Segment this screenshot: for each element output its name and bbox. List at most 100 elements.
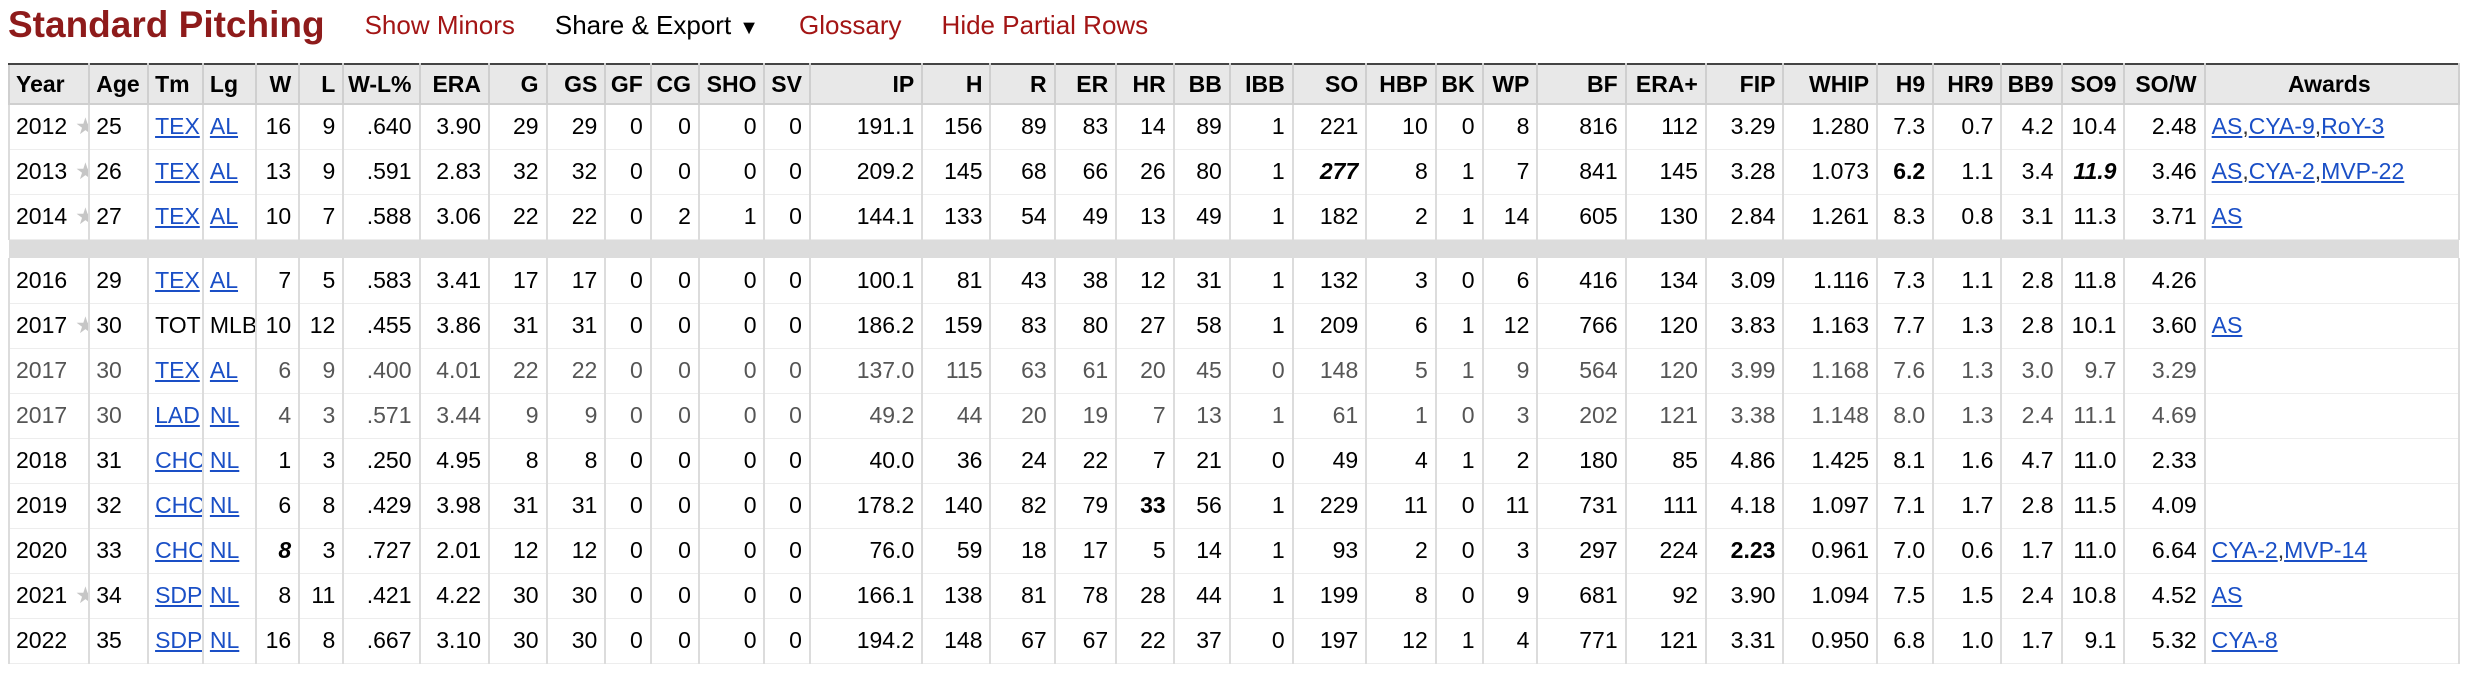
- column-header-so[interactable]: SO: [1291, 63, 1368, 105]
- column-header-awards[interactable]: Awards: [2203, 63, 2461, 105]
- team-link[interactable]: LAD: [155, 402, 200, 428]
- column-header-hbp[interactable]: HBP: [1365, 63, 1437, 105]
- cell-w: 1: [256, 438, 301, 484]
- column-header-era[interactable]: ERA: [418, 63, 491, 105]
- league-link[interactable]: NL: [209, 492, 240, 518]
- column-header-fip[interactable]: FIP: [1704, 63, 1785, 105]
- cell-w-l-pct: .640: [343, 104, 421, 150]
- cell-cg: 0: [650, 483, 700, 529]
- cell-sho: 0: [698, 149, 766, 195]
- league-link[interactable]: NL: [209, 447, 240, 473]
- column-header-so-per-w[interactable]: SO/W: [2123, 63, 2206, 105]
- share-export-menu[interactable]: Share & Export ▼: [555, 10, 759, 41]
- share-export-label[interactable]: Share & Export: [554, 9, 732, 40]
- cell-hbp: 8: [1366, 149, 1437, 195]
- award-link[interactable]: CYA-2: [2211, 537, 2278, 563]
- column-header-gs[interactable]: GS: [545, 63, 607, 105]
- column-header-r[interactable]: R: [989, 63, 1056, 105]
- cell-so: 132: [1292, 258, 1368, 304]
- award-link[interactable]: RoY-3: [2321, 113, 2385, 140]
- award-link[interactable]: MVP-14: [2284, 537, 2368, 563]
- column-header-h[interactable]: H: [921, 63, 992, 105]
- team-link[interactable]: TEX: [155, 113, 200, 140]
- league-link[interactable]: AL: [209, 113, 239, 140]
- award-link[interactable]: CYA-9: [2248, 113, 2315, 140]
- column-header-era-plus[interactable]: ERA+: [1624, 63, 1707, 105]
- award-link[interactable]: AS: [2211, 158, 2243, 184]
- award-link[interactable]: AS: [2211, 582, 2243, 608]
- cell-lg: NL: [202, 483, 258, 529]
- team-link[interactable]: CHC: [155, 447, 203, 473]
- cell-r: 83: [990, 303, 1056, 349]
- column-header-whip[interactable]: WHIP: [1782, 63, 1879, 105]
- column-header-bb9[interactable]: BB9: [2000, 63, 2063, 105]
- column-header-w-l-pct[interactable]: W-L%: [342, 63, 421, 105]
- cell-era: 3.44: [419, 393, 491, 439]
- column-header-year[interactable]: Year: [7, 63, 91, 105]
- team-link[interactable]: TEX: [155, 266, 200, 293]
- column-header-sho[interactable]: SHO: [697, 63, 766, 105]
- league-link[interactable]: AL: [209, 266, 239, 293]
- column-header-bb[interactable]: BB: [1172, 63, 1231, 105]
- column-header-gf[interactable]: GF: [604, 63, 652, 105]
- hide-partial-rows-link[interactable]: Hide Partial Rows: [941, 9, 1149, 40]
- award-link[interactable]: MVP-22: [2321, 158, 2405, 184]
- league-link[interactable]: AL: [209, 158, 239, 184]
- column-header-l[interactable]: L: [298, 63, 345, 105]
- award-link[interactable]: AS: [2211, 203, 2243, 229]
- cell-so9: 11.9: [2061, 149, 2126, 195]
- team-link[interactable]: SDP: [155, 582, 203, 608]
- column-header-cg[interactable]: CG: [649, 63, 700, 105]
- cell-age: 27: [89, 194, 150, 240]
- column-header-h9[interactable]: H9: [1876, 63, 1935, 105]
- cell-w-l-pct: .588: [343, 194, 421, 240]
- cell-hr: 13: [1116, 194, 1175, 240]
- league-link[interactable]: AL: [209, 357, 239, 383]
- cell-bf: 297: [1537, 528, 1627, 574]
- cell-fip: 3.09: [1705, 258, 1785, 304]
- column-header-ip[interactable]: IP: [808, 63, 924, 105]
- league-link[interactable]: NL: [209, 537, 240, 563]
- glossary-link[interactable]: Glossary: [798, 9, 902, 40]
- league-link[interactable]: NL: [209, 582, 240, 608]
- league-link[interactable]: AL: [209, 203, 239, 229]
- league-link[interactable]: NL: [209, 402, 240, 428]
- cell-sv: 0: [764, 194, 811, 240]
- chevron-down-icon[interactable]: ▼: [739, 16, 759, 39]
- award-link[interactable]: CYA-8: [2211, 627, 2278, 653]
- award-link[interactable]: AS: [2211, 312, 2243, 338]
- column-header-bf[interactable]: BF: [1536, 63, 1627, 105]
- column-header-wp[interactable]: WP: [1481, 63, 1539, 105]
- team-link[interactable]: TEX: [155, 203, 200, 229]
- column-header-hr[interactable]: HR: [1115, 63, 1175, 105]
- cell-er: 66: [1054, 149, 1118, 195]
- column-header-hr9[interactable]: HR9: [1932, 63, 2003, 105]
- team-link[interactable]: CHC: [155, 492, 203, 518]
- column-header-ibb[interactable]: IBB: [1228, 63, 1294, 105]
- award-link[interactable]: CYA-2: [2248, 158, 2315, 184]
- cell-tm: TEX: [148, 258, 204, 304]
- column-header-tm[interactable]: Tm: [147, 63, 204, 105]
- column-header-bk[interactable]: BK: [1434, 63, 1484, 105]
- award-link[interactable]: AS: [2211, 113, 2243, 140]
- cell-wp: 11: [1482, 483, 1539, 529]
- column-header-so9[interactable]: SO9: [2060, 63, 2126, 105]
- cell-so-per-w: 2.48: [2124, 104, 2206, 150]
- column-header-lg[interactable]: Lg: [201, 63, 258, 105]
- column-header-er[interactable]: ER: [1053, 63, 1118, 105]
- team-link[interactable]: CHC: [155, 537, 203, 563]
- cell-year: 2014 ★: [7, 194, 91, 240]
- team-link[interactable]: TEX: [155, 158, 200, 184]
- cell-bf: 766: [1537, 303, 1627, 349]
- column-header-age[interactable]: Age: [88, 63, 150, 105]
- team-link[interactable]: SDP: [155, 627, 203, 653]
- column-header-g[interactable]: G: [488, 63, 548, 105]
- column-header-sv[interactable]: SV: [763, 63, 811, 105]
- league-link[interactable]: NL: [209, 627, 240, 653]
- team-link[interactable]: TEX: [155, 357, 200, 383]
- cell-hr: 33: [1116, 483, 1175, 529]
- cell-hbp: 11: [1366, 483, 1437, 529]
- year-label: 2013: [16, 158, 68, 184]
- show-minors-link[interactable]: Show Minors: [364, 9, 515, 40]
- column-header-w[interactable]: W: [255, 63, 301, 105]
